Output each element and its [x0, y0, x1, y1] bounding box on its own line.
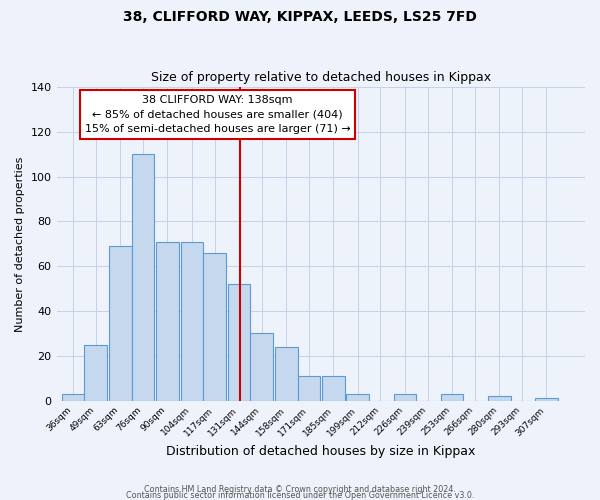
- Y-axis label: Number of detached properties: Number of detached properties: [15, 156, 25, 332]
- Bar: [346, 394, 369, 400]
- Text: 38, CLIFFORD WAY, KIPPAX, LEEDS, LS25 7FD: 38, CLIFFORD WAY, KIPPAX, LEEDS, LS25 7F…: [123, 10, 477, 24]
- Bar: [441, 394, 463, 400]
- Bar: [109, 246, 131, 400]
- Bar: [156, 242, 179, 400]
- Text: 38 CLIFFORD WAY: 138sqm
← 85% of detached houses are smaller (404)
15% of semi-d: 38 CLIFFORD WAY: 138sqm ← 85% of detache…: [85, 95, 350, 134]
- Title: Size of property relative to detached houses in Kippax: Size of property relative to detached ho…: [151, 72, 491, 85]
- X-axis label: Distribution of detached houses by size in Kippax: Distribution of detached houses by size …: [166, 444, 475, 458]
- Bar: [181, 242, 203, 400]
- Bar: [131, 154, 154, 400]
- Bar: [62, 394, 85, 400]
- Text: Contains HM Land Registry data © Crown copyright and database right 2024.: Contains HM Land Registry data © Crown c…: [144, 484, 456, 494]
- Bar: [488, 396, 511, 400]
- Bar: [227, 284, 250, 401]
- Bar: [250, 334, 273, 400]
- Bar: [322, 376, 344, 400]
- Bar: [394, 394, 416, 400]
- Bar: [298, 376, 320, 400]
- Bar: [85, 344, 107, 401]
- Bar: [203, 253, 226, 400]
- Text: Contains public sector information licensed under the Open Government Licence v3: Contains public sector information licen…: [126, 490, 474, 500]
- Bar: [535, 398, 558, 400]
- Bar: [275, 347, 298, 401]
